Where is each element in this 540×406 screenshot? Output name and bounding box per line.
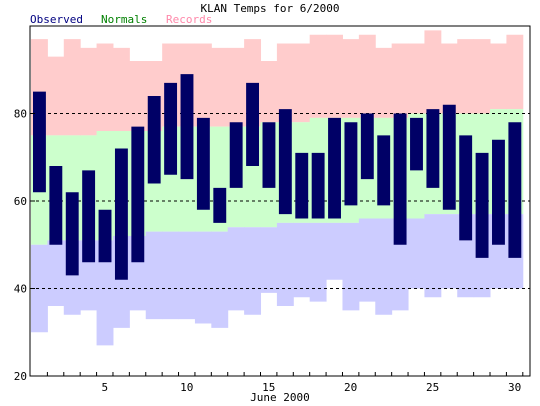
record-low-bar: [244, 227, 262, 315]
y-tick-label: 80: [14, 108, 27, 121]
record-low-bar: [162, 231, 180, 320]
x-axis-label: June 2000: [250, 391, 310, 404]
x-tick-label: 5: [101, 381, 108, 394]
observed-bar: [180, 74, 194, 180]
record-high-bar: [227, 47, 245, 127]
observed-bar: [492, 139, 505, 245]
observed-bar: [164, 82, 178, 175]
observed-bar: [295, 152, 309, 219]
record-high-bar: [276, 43, 294, 123]
record-high-bar: [490, 43, 507, 110]
x-tick-label: 15: [262, 381, 275, 394]
observed-bar: [196, 117, 210, 210]
record-low-bar: [276, 222, 294, 306]
record-high-bar: [408, 43, 425, 114]
record-low-bar: [342, 222, 360, 311]
record-low-bar: [358, 218, 376, 302]
record-low-bar: [211, 231, 229, 328]
record-low-bar: [440, 214, 458, 289]
x-tick-label: 20: [344, 381, 357, 394]
record-high-bar: [424, 30, 442, 114]
record-low-bar: [408, 218, 425, 289]
observed-bar: [508, 122, 522, 258]
observed-bar: [49, 166, 63, 245]
record-high-bar: [293, 43, 311, 123]
observed-bar: [147, 96, 161, 184]
plot-area: 20 40 60 80 5 10 15 20 25 30: [14, 25, 531, 394]
record-high-bar: [260, 61, 278, 123]
x-tick-label: 30: [508, 381, 521, 394]
record-high-bar: [80, 47, 98, 136]
observed-bar: [475, 152, 489, 258]
record-low-bar: [194, 231, 212, 324]
observed-bar: [246, 82, 260, 166]
x-tick-label: 25: [426, 381, 439, 394]
observed-bar: [213, 187, 227, 223]
y-tick-label: 60: [14, 195, 27, 208]
record-low-bar: [96, 240, 114, 346]
record-low-bar: [424, 214, 442, 298]
record-high-bar: [375, 47, 393, 118]
record-low-bar: [375, 218, 393, 315]
observed-bar: [311, 152, 325, 219]
record-high-bar: [506, 34, 524, 110]
record-low-bar: [47, 240, 65, 306]
legend-normals: Normals: [101, 13, 147, 26]
record-low-bar: [145, 231, 163, 320]
record-low-bar: [309, 222, 327, 302]
record-high-bar: [473, 39, 491, 114]
observed-bar: [426, 109, 440, 188]
observed-bar: [65, 192, 79, 276]
observed-bar: [459, 135, 473, 241]
observed-bar: [360, 113, 374, 180]
record-high-bar: [63, 39, 81, 136]
legend-observed: Observed: [30, 13, 83, 26]
record-low-bar: [31, 244, 48, 333]
record-high-bar: [326, 34, 343, 118]
record-high-bar: [47, 56, 65, 136]
observed-bar: [114, 148, 128, 280]
observed-bar: [278, 109, 292, 215]
record-low-bar: [260, 227, 278, 293]
y-tick-label: 40: [14, 283, 27, 296]
record-high-bar: [194, 43, 212, 127]
observed-bar: [131, 126, 145, 263]
observed-bar: [410, 117, 423, 171]
observed-bar: [33, 91, 46, 193]
record-high-bar: [112, 47, 130, 131]
y-tick-label: 20: [14, 370, 27, 383]
x-tick-label: 10: [180, 381, 193, 394]
observed-bar: [344, 122, 358, 206]
record-high-bar: [391, 43, 409, 118]
record-high-bar: [211, 47, 229, 127]
observed-bar: [82, 170, 96, 263]
record-high-bar: [129, 61, 147, 131]
observed-bar: [328, 117, 341, 219]
observed-bar: [98, 209, 112, 263]
observed-bar: [262, 122, 276, 188]
observed-bar: [229, 122, 243, 188]
observed-bar: [393, 113, 407, 245]
record-high-bar: [440, 43, 458, 114]
record-high-bar: [457, 39, 475, 114]
observed-bar: [442, 104, 456, 210]
record-low-bar: [293, 222, 311, 298]
record-high-bar: [96, 43, 114, 131]
chart-title: KLAN Temps for 6/2000: [200, 2, 339, 15]
record-low-bar: [178, 231, 196, 320]
observed-bar: [377, 135, 391, 206]
record-low-bar: [326, 222, 343, 280]
record-high-bar: [358, 34, 376, 118]
record-low-bar: [227, 227, 245, 311]
legend-records: Records: [166, 13, 212, 26]
record-high-bar: [309, 34, 327, 118]
record-high-bar: [342, 39, 360, 118]
